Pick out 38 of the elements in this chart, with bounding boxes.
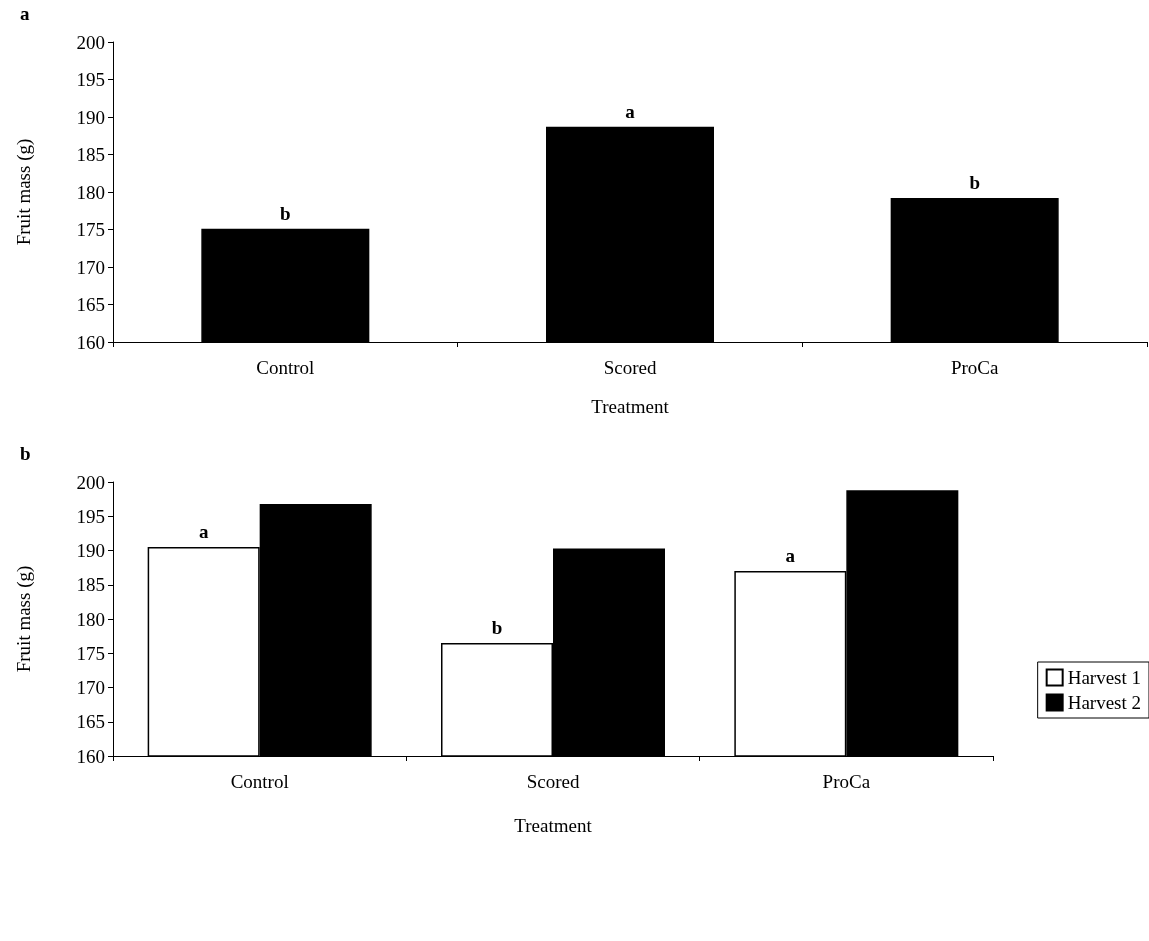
text: a <box>20 3 30 24</box>
x-tick-label: Control <box>230 771 289 792</box>
y-tick-label: 200 <box>76 31 105 53</box>
y-tick-label: 175 <box>76 219 105 240</box>
annotation: b <box>280 202 291 224</box>
x-axis-title: Treatment <box>591 396 670 417</box>
x-axis-title: Treatment <box>514 815 593 836</box>
y-tick-label: 185 <box>76 144 105 165</box>
y-tick-label: 200 <box>76 471 105 493</box>
x-tick-label: ProCa <box>950 357 999 378</box>
y-tick-label: 190 <box>76 540 105 561</box>
x-tick-label: Control <box>256 357 315 378</box>
annotation: a <box>625 100 636 122</box>
legend-label: Harvest 2 <box>1067 692 1142 713</box>
y-tick-label: 160 <box>76 331 105 353</box>
x-tick-label: ProCa <box>822 771 871 792</box>
y-tick-label: 185 <box>76 574 105 596</box>
y-tick-label: 190 <box>76 106 105 128</box>
y-tick-label: 180 <box>76 608 105 630</box>
y-tick-label: 170 <box>76 256 105 278</box>
y-tick-label: 160 <box>76 745 105 767</box>
x-tick-label: Scored <box>603 357 657 378</box>
y-tick-label: 165 <box>76 711 105 733</box>
annotation: b <box>969 172 980 193</box>
y-tick-label: 195 <box>76 505 105 527</box>
y-axis-title: Fruit mass (g) <box>13 565 35 673</box>
y-tick-label: 180 <box>76 181 105 203</box>
y-tick-label: 195 <box>76 69 105 90</box>
annotation: a <box>198 521 209 543</box>
x-tick-label: Scored <box>526 771 580 792</box>
y-tick-label: 165 <box>76 294 105 315</box>
y-tick-label: 170 <box>76 677 105 698</box>
text: b <box>20 443 31 464</box>
y-tick-label: 175 <box>76 642 105 664</box>
annotation: a <box>785 545 796 567</box>
legend-label: Harvest 1 <box>1067 667 1142 688</box>
annotation: b <box>491 616 503 638</box>
y-axis-title: Fruit mass (g) <box>13 138 35 246</box>
